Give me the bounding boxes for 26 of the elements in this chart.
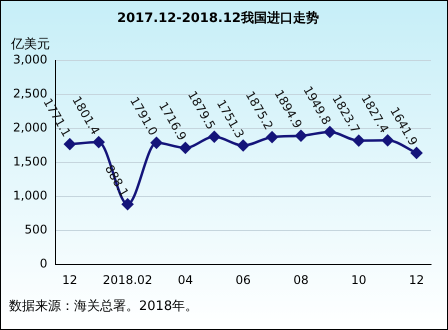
source-note: 数据来源：海关总署。2018年。 [9,298,198,315]
point [92,136,104,148]
point [295,130,307,142]
x-tick-label: 2018.02 [102,272,152,287]
point [64,138,76,150]
x-tick-label: 08 [293,272,309,287]
y-tick-label: 2,500 [12,86,48,101]
y-tick-label: 0 [40,256,48,271]
point [122,198,134,210]
y-tick-label: 3,000 [12,52,48,67]
x-tick-label: 06 [236,272,251,287]
point [410,147,422,159]
y-tick-label: 500 [24,222,48,237]
y-tick-label: 1,500 [12,154,48,169]
chart-title: 2017.12-2018.12我国进口走势 [117,10,319,26]
y-tick-label: 1,000 [12,188,48,203]
point [353,134,365,146]
y-axis-title: 亿美元 [11,36,50,53]
point [266,131,278,143]
point [180,142,192,154]
point [237,140,249,152]
x-tick-label: 12 [62,272,78,287]
y-tick-label: 2,000 [12,120,48,135]
x-tick-label: 10 [351,272,366,287]
x-tick-label: 12 [408,272,424,287]
x-tick-label: 04 [178,272,194,287]
